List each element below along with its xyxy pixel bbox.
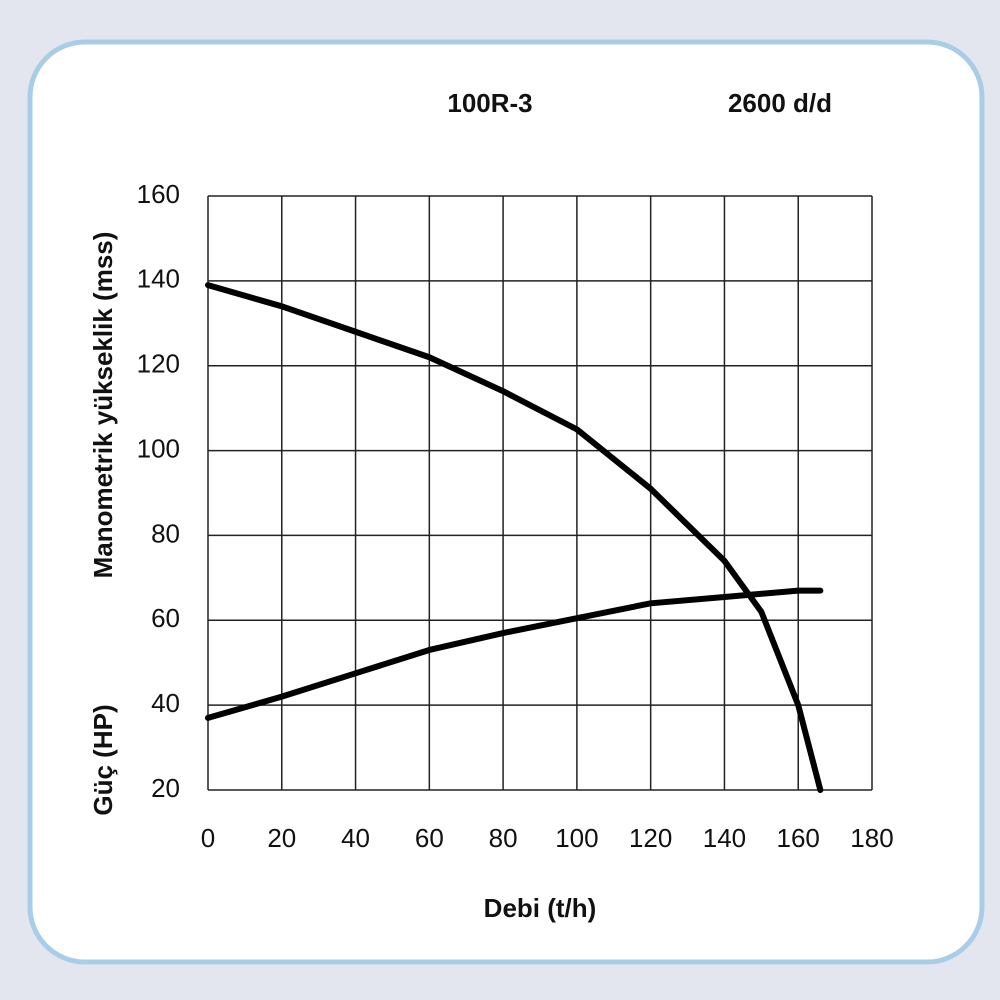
y-tick-label: 40 — [151, 688, 180, 718]
chart-subtitle: 2600 d/d — [728, 88, 832, 118]
y-tick-label: 100 — [137, 433, 180, 463]
y-tick-label: 120 — [137, 349, 180, 379]
x-tick-label: 60 — [415, 823, 444, 853]
y-tick-label: 20 — [151, 773, 180, 803]
y-tick-label: 140 — [137, 264, 180, 294]
x-tick-label: 160 — [777, 823, 820, 853]
y-tick-label: 160 — [137, 179, 180, 209]
y-tick-label: 80 — [151, 518, 180, 548]
y-axis-label-secondary: Güç (HP) — [88, 704, 118, 815]
x-tick-label: 80 — [489, 823, 518, 853]
panel — [27, 39, 985, 965]
x-tick-label: 20 — [267, 823, 296, 853]
x-tick-label: 40 — [341, 823, 370, 853]
x-tick-label: 140 — [703, 823, 746, 853]
y-tick-label: 60 — [151, 603, 180, 633]
x-tick-label: 0 — [201, 823, 215, 853]
x-tick-label: 100 — [555, 823, 598, 853]
chart-title: 100R-3 — [447, 88, 532, 118]
x-tick-label: 180 — [850, 823, 893, 853]
curve — [205, 587, 824, 721]
x-tick-label: 120 — [629, 823, 672, 853]
curve — [205, 282, 824, 793]
y-axis-label: Manometrik yükseklik (mss) — [88, 232, 118, 579]
x-axis-label: Debi (t/h) — [484, 893, 597, 923]
